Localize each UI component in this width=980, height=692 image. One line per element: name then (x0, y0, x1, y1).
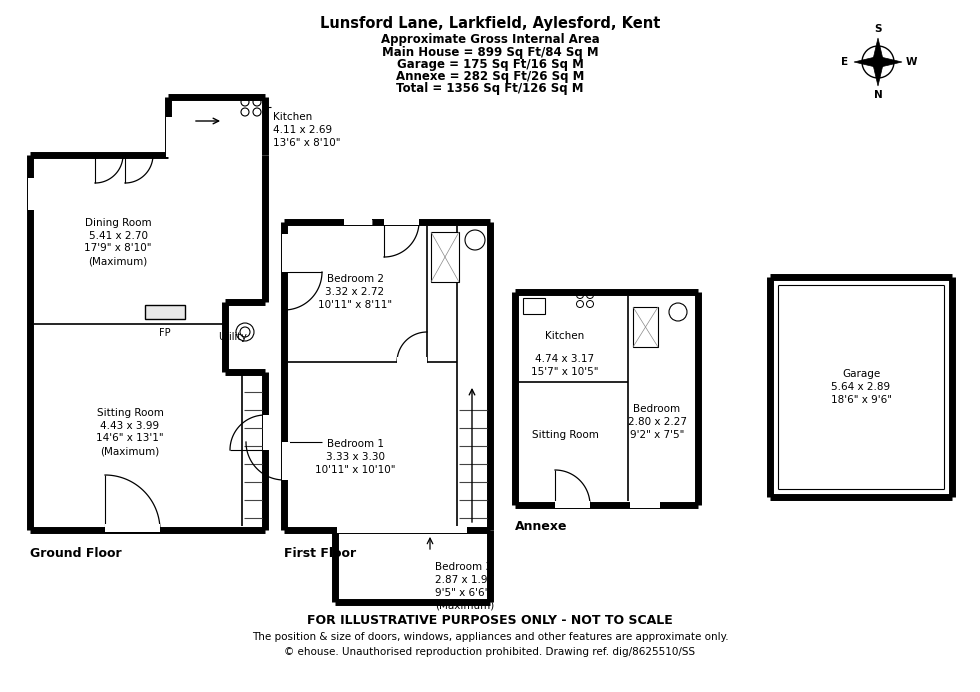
Bar (344, 219, 372, 225)
Polygon shape (878, 57, 902, 68)
Text: Annexe: Annexe (515, 520, 567, 533)
Text: E: E (842, 57, 849, 67)
Polygon shape (854, 57, 878, 68)
Polygon shape (872, 62, 884, 86)
Bar (630, 501, 660, 508)
Text: Ground Floor: Ground Floor (30, 547, 122, 560)
Text: Main House = 899 Sq Ft/84 Sq M: Main House = 899 Sq Ft/84 Sq M (381, 46, 599, 59)
Bar (145, 305, 185, 319)
Bar (431, 232, 459, 282)
Bar (397, 357, 427, 365)
Bar (166, 117, 174, 157)
Text: 4.74 x 3.17
15'7" x 10'5": 4.74 x 3.17 15'7" x 10'5" (531, 354, 599, 377)
Bar (282, 442, 290, 480)
Bar (523, 298, 545, 314)
Text: First Floor: First Floor (284, 547, 356, 560)
Text: Dining Room
5.41 x 2.70
17'9" x 8'10"
(Maximum): Dining Room 5.41 x 2.70 17'9" x 8'10" (M… (84, 218, 152, 266)
Text: Kitchen
4.11 x 2.69
13'6" x 8'10": Kitchen 4.11 x 2.69 13'6" x 8'10" (273, 112, 340, 147)
Text: Bedroom 3
2.87 x 1.97
9'5" x 6'6"
(Maximum): Bedroom 3 2.87 x 1.97 9'5" x 6'6" (Maxim… (435, 562, 494, 610)
Bar (633, 307, 658, 347)
Text: Garage
5.64 x 2.89
18'6" x 9'6": Garage 5.64 x 2.89 18'6" x 9'6" (830, 370, 892, 405)
Text: Annexe = 282 Sq Ft/26 Sq M: Annexe = 282 Sq Ft/26 Sq M (396, 70, 584, 83)
Text: Approximate Gross Internal Area: Approximate Gross Internal Area (380, 33, 600, 46)
Text: © ehouse. Unauthorised reproduction prohibited. Drawing ref. dig/8625510/SS: © ehouse. Unauthorised reproduction proh… (284, 647, 696, 657)
Text: Sitting Room
4.43 x 3.99
14'6" x 13'1"
(Maximum): Sitting Room 4.43 x 3.99 14'6" x 13'1" (… (96, 408, 164, 456)
Text: Lunsford Lane, Larkfield, Aylesford, Kent: Lunsford Lane, Larkfield, Aylesford, Ken… (319, 16, 661, 31)
Bar (337, 527, 467, 533)
Text: Total = 1356 Sq Ft/126 Sq M: Total = 1356 Sq Ft/126 Sq M (396, 82, 584, 95)
Bar (384, 217, 419, 225)
Polygon shape (872, 38, 884, 62)
Bar (105, 524, 160, 532)
Bar (555, 501, 590, 508)
Text: Bedroom 2
3.32 x 2.72
10'11" x 8'11": Bedroom 2 3.32 x 2.72 10'11" x 8'11" (318, 274, 392, 310)
Text: Bedroom
2.80 x 2.27
9'2" x 7'5": Bedroom 2.80 x 2.27 9'2" x 7'5" (627, 404, 687, 440)
Text: Sitting Room: Sitting Room (531, 430, 599, 440)
Text: Garage = 175 Sq Ft/16 Sq M: Garage = 175 Sq Ft/16 Sq M (397, 58, 583, 71)
Bar (28, 178, 36, 210)
Text: W: W (906, 57, 916, 67)
Text: N: N (873, 90, 882, 100)
Text: The position & size of doors, windows, appliances and other features are approxi: The position & size of doors, windows, a… (252, 632, 728, 642)
Bar (263, 415, 271, 450)
Text: S: S (874, 24, 882, 34)
Text: FOR ILLUSTRATIVE PURPOSES ONLY - NOT TO SCALE: FOR ILLUSTRATIVE PURPOSES ONLY - NOT TO … (307, 614, 673, 626)
Text: Kitchen: Kitchen (546, 331, 585, 341)
Text: Utility: Utility (219, 332, 247, 342)
Text: Bedroom 1
3.33 x 3.30
10'11" x 10'10": Bedroom 1 3.33 x 3.30 10'11" x 10'10" (315, 439, 395, 475)
Text: FP: FP (159, 328, 171, 338)
Bar (282, 234, 290, 272)
